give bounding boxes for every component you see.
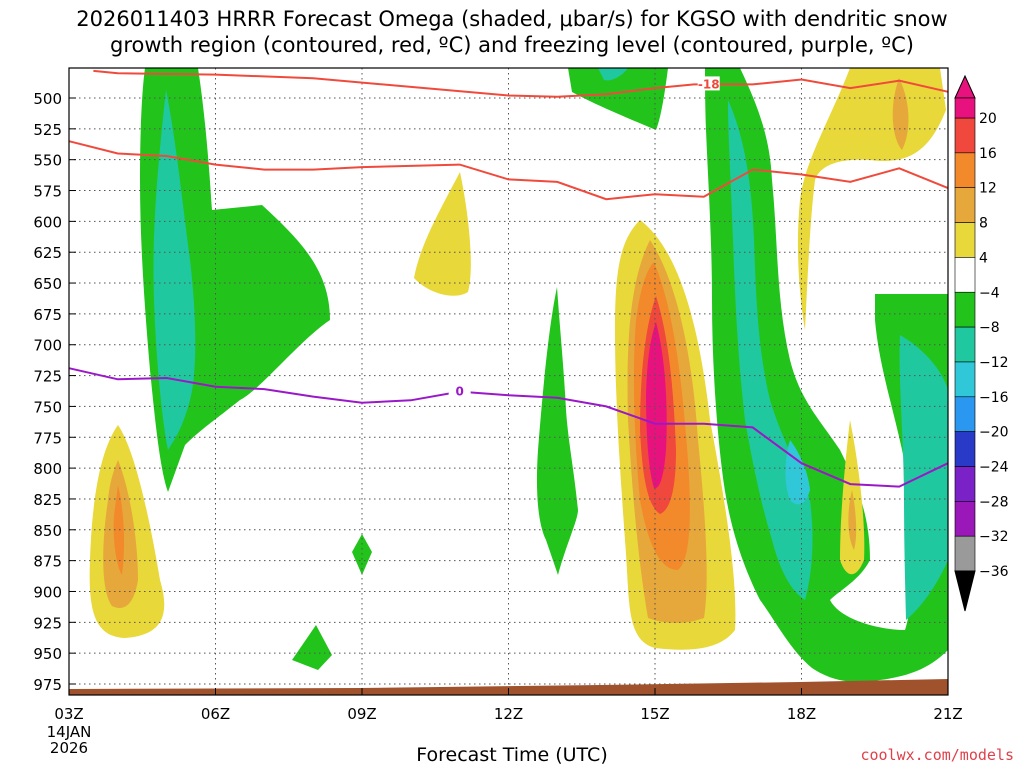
chart-title: 2026011403 HRRR Forecast Omega (shaded, …: [0, 6, 1024, 58]
omega-orange-spike-19z: [848, 490, 857, 550]
colorbar-segment: [954, 257, 976, 293]
colorbar-segment: [954, 535, 976, 572]
omega-green-region-top: [568, 68, 668, 130]
omega-magenta-core-15z: [646, 322, 667, 489]
colorbar-label: 16: [979, 146, 997, 162]
x-tick-sublabel: 14JAN: [47, 723, 92, 741]
x-tick-sublabel: 2026: [50, 739, 88, 757]
contour-upper_line: [93, 69, 949, 98]
y-tick-label: 900: [33, 583, 62, 601]
colorbar-label: −36: [979, 564, 1009, 580]
colorbar-segment: [954, 117, 976, 154]
x-tick-label: 21Z: [933, 705, 962, 723]
y-tick-label: 725: [33, 368, 62, 386]
title-line-1: 2026011403 HRRR Forecast Omega (shaded, …: [76, 7, 948, 31]
x-tick-label: 09Z: [347, 705, 376, 723]
y-tick-label: 600: [33, 213, 62, 231]
colorbar: 20 16 12 8 4 −4 −8 −12 −16 −20 −24 −28 −32 −36: [954, 74, 1009, 612]
contour-label-bg: [697, 76, 720, 91]
contour-label-bg: [448, 383, 471, 398]
y-tick-label: 650: [33, 275, 62, 293]
contour-line: [68, 367, 949, 488]
x-tick-label: 12Z: [494, 705, 523, 723]
contour-lower_line: [68, 140, 949, 201]
y-tick-label: 675: [33, 306, 62, 324]
omega-teal-region-far-right: [899, 335, 948, 620]
colorbar-segment: [954, 396, 976, 432]
colorbar-segment: [954, 222, 976, 258]
colorbar-label: −12: [979, 355, 1009, 371]
y-axis-ticks: 500 525 550 575 600 625 650 675 700 725 750 775 800 8…: [33, 90, 76, 694]
omega-green-band-right: [705, 68, 948, 682]
colorbar-label: −16: [979, 390, 1009, 406]
colorbar-label: 8: [979, 216, 988, 232]
contour-label: 0: [455, 385, 463, 399]
y-tick-label: 625: [33, 244, 62, 262]
colorbar-label: −24: [979, 460, 1009, 476]
colorbar-segment: [954, 466, 976, 502]
contour-layer: -18 0: [68, 69, 949, 488]
y-tick-label: 550: [33, 152, 62, 170]
y-tick-label: 975: [33, 676, 62, 694]
title-line-2: growth region (contoured, red, ºC) and f…: [110, 33, 914, 57]
y-tick-label: 700: [33, 337, 62, 355]
colorbar-label: 12: [979, 181, 997, 197]
y-tick-label: 750: [33, 398, 62, 416]
y-tick-label: 875: [33, 553, 62, 571]
colorbar-top-arrow: [954, 74, 976, 99]
colorbar-segment: [954, 97, 976, 119]
omega-teal-region-left: [153, 90, 196, 450]
colorbar-segment: [954, 501, 976, 537]
colorbar-segment: [954, 187, 976, 223]
omega-yellow-region-top-right: [797, 68, 946, 330]
y-tick-label: 775: [33, 429, 62, 447]
colorbar-segment: [954, 431, 976, 467]
y-tick-label: 950: [33, 645, 62, 663]
colorbar-label: 4: [979, 250, 988, 266]
contour-label: -18: [698, 77, 720, 91]
y-tick-label: 825: [33, 491, 62, 509]
omega-orange-region-top-right: [892, 78, 909, 150]
colorbar-label: −20: [979, 425, 1009, 441]
omega-green-blob-08z: [292, 625, 332, 670]
y-tick-label: 525: [33, 121, 62, 139]
colorbar-segment: [954, 152, 976, 189]
x-tick-label: 03Z: [54, 705, 83, 723]
omega-deep-orange-left: [113, 485, 125, 575]
colorbar-label: 20: [979, 111, 997, 127]
y-tick-label: 500: [33, 90, 62, 108]
colorbar-bottom-arrow: [954, 570, 976, 612]
y-tick-label: 850: [33, 522, 62, 540]
omega-yellow-region-10z: [414, 172, 471, 296]
credit-text: coolwx.com/models: [860, 746, 1014, 764]
colorbar-segment: [954, 291, 976, 328]
colorbar-segment: [954, 326, 976, 363]
y-tick-label: 800: [33, 460, 62, 478]
omega-teal-region-top: [598, 68, 628, 81]
y-tick-label: 925: [33, 614, 62, 632]
x-axis-title: Forecast Time (UTC): [416, 744, 608, 766]
colorbar-segment: [954, 361, 976, 398]
colorbar-label: −8: [979, 320, 1000, 336]
y-tick-label: 575: [33, 183, 62, 201]
colorbar-label: −28: [979, 494, 1009, 510]
x-tick-label: 06Z: [201, 705, 230, 723]
terrain-ground: [69, 679, 948, 695]
x-tick-label: 18Z: [787, 705, 816, 723]
x-tick-label: 15Z: [640, 705, 669, 723]
colorbar-label: −32: [979, 529, 1009, 545]
colorbar-label: −4: [979, 285, 1000, 301]
omega-green-spike-13z: [536, 287, 578, 575]
